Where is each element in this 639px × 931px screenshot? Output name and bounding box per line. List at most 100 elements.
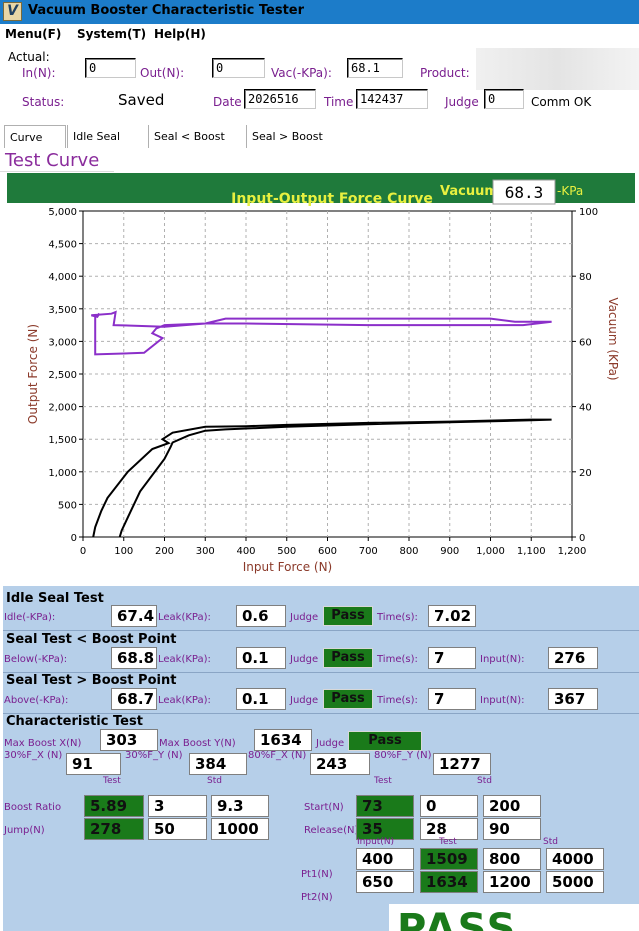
below-leak-label: Leak(KPa): [158,654,211,665]
y-tick-label: 3,000 [48,337,77,348]
below-leak-value: 0.1 [236,647,286,669]
x-tick-label: 900 [440,546,459,557]
results-panel: Idle Seal Test Idle(-KPa): 67.4 Leak(KPa… [3,586,639,931]
x-tick-label: 800 [399,546,418,557]
f80y-value: 1277 [433,753,491,775]
output-force-series [92,418,552,538]
x-tick-label: 400 [236,546,255,557]
max-boost-y-label: Max Boost Y(N) [159,738,236,749]
test-curve-title: Test Curve [0,150,114,172]
above-judge-label: Judge [290,695,319,706]
input-header: Input(N) [357,837,395,847]
x-tick-label: 500 [277,546,296,557]
idle-time-value: 7.02 [428,605,476,627]
pt2-min: 1200 [483,871,541,893]
time-label: Time [324,95,354,109]
pt1-max: 4000 [546,848,604,870]
y2-tick-label: 0 [579,533,585,544]
y-tick-label: 5,000 [48,207,77,218]
above-leak-label: Leak(KPa): [158,695,211,706]
y-tick-label: 1,000 [48,468,77,479]
title-bar: V Vacuum Booster Characteristic Tester [0,0,639,24]
above-judge-badge: Pass [323,689,373,709]
y2-tick-label: 40 [579,403,592,414]
force-curve-chart: 0 100 200 300 400 500 600 700 800 900 1,000 1,100 1,… [7,173,635,583]
above-time-label: Time(s): [377,695,418,706]
y-tick-label: 4,500 [48,240,77,251]
start-label: Start(N) [304,802,344,813]
judge-label: Judge [445,95,479,109]
pt1-input: 400 [356,848,414,870]
window-title: Vacuum Booster Characteristic Tester [28,3,305,18]
menu-file[interactable]: Menu(F) [5,27,62,41]
chart-panel: 0 100 200 300 400 500 600 700 800 900 1,000 1,100 1,… [7,173,635,583]
vacuum-readout-unit: -KPa [557,184,583,198]
vacuum-readout-value: 68.3 [505,183,544,202]
x-tick-label: 200 [155,546,174,557]
f30y-label: 30%F_Y (N) [125,750,183,761]
x-tick-label: 1,000 [476,546,505,557]
below-time-value: 7 [428,647,476,669]
below-judge-label: Judge [290,654,319,665]
idle-label: Idle(-KPa): [4,612,56,623]
x-tick-label: 600 [318,546,337,557]
idle-judge-label: Judge [290,612,319,623]
below-time-label: Time(s): [377,654,418,665]
comm-status: Comm OK [531,95,592,109]
above-label: Above(-KPa): [4,695,69,706]
max-boost-y-value: 1634 [254,729,312,751]
status-value: Saved [118,91,165,109]
test-header: Test [374,776,392,786]
tab-curve[interactable]: Curve [4,125,66,148]
f30x-label: 30%F_X (N) [4,750,63,761]
y-tick-label: 2,500 [48,370,77,381]
y2-tick-label: 80 [579,272,592,283]
in-label: In(N): [22,66,56,80]
boost-ratio-test: 5.89 [84,795,144,817]
max-boost-x-label: Max Boost X(N) [4,738,82,749]
above-leak-value: 0.1 [236,688,286,710]
below-input-label: Input(N): [480,654,525,665]
f80x-value: 243 [310,753,370,775]
boost-ratio-min: 3 [148,795,207,817]
std-header: Std [477,776,492,786]
characteristic-title: Characteristic Test [6,714,143,729]
idle-seal-title: Idle Seal Test [6,591,104,606]
x-axis-label: Input Force (N) [243,560,333,574]
y-tick-label: 0 [71,533,77,544]
y2-tick-label: 100 [579,207,598,218]
menu-system[interactable]: System(T) [77,27,147,41]
date-label: Date [213,95,242,109]
below-judge-badge: Pass [323,648,373,668]
y-tick-label: 1,500 [48,435,77,446]
start-max: 200 [483,795,541,817]
pt2-max: 5000 [546,871,604,893]
y-tick-label: 2,000 [48,403,77,414]
seal-above-title: Seal Test > Boost Point [6,673,177,688]
idle-leak-label: Leak(KPa): [158,612,211,623]
tab-seal-above-boost[interactable]: Seal > Boost [246,125,338,148]
above-value: 68.7 [111,688,157,710]
jump-label: Jump(N) [4,825,45,836]
tab-seal-below-boost[interactable]: Seal < Boost [148,125,245,148]
release-max: 90 [483,818,541,840]
divider [3,672,639,673]
x-tick-label: 1,200 [558,546,587,557]
chart-title: Input-Output Force Curve [231,191,433,207]
idle-judge-badge: Pass [323,606,373,626]
tab-idle-seal[interactable]: Idle Seal [67,125,147,148]
menu-help[interactable]: Help(H) [154,27,206,41]
below-label: Below(-KPa): [4,654,68,665]
jump-test: 278 [84,818,144,840]
x-tick-label: 0 [80,546,86,557]
max-boost-x-value: 303 [100,729,158,751]
above-input-value: 367 [548,688,598,710]
start-test: 73 [356,795,414,817]
pt1-test: 1509 [420,848,478,870]
y2-axis-label: Vacuum (KPa) [606,297,620,380]
char-judge-badge: Pass [348,731,422,751]
above-input-label: Input(N): [480,695,525,706]
f80y-label: 80%F_Y (N) [374,750,432,761]
vacuum-readout-box [492,179,556,205]
product-label: Product: [420,66,470,80]
